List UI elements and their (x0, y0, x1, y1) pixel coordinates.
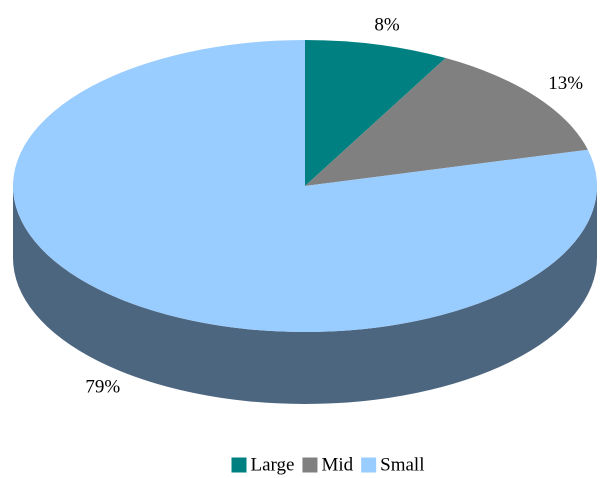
data-label: 79% (85, 377, 120, 398)
legend-swatch (231, 457, 247, 473)
legend-label: Mid (321, 454, 353, 475)
legend-label: Small (380, 454, 424, 475)
slice (305, 58, 588, 187)
slice (13, 40, 598, 332)
legend-label: Large (251, 454, 295, 475)
data-label: 13% (548, 73, 583, 94)
slice-side (13, 186, 597, 404)
legend-swatch (361, 457, 377, 473)
data-label: 8% (374, 15, 400, 36)
legend-swatch (302, 457, 318, 473)
slice (305, 40, 446, 186)
legend: Large Mid Small (231, 454, 425, 475)
